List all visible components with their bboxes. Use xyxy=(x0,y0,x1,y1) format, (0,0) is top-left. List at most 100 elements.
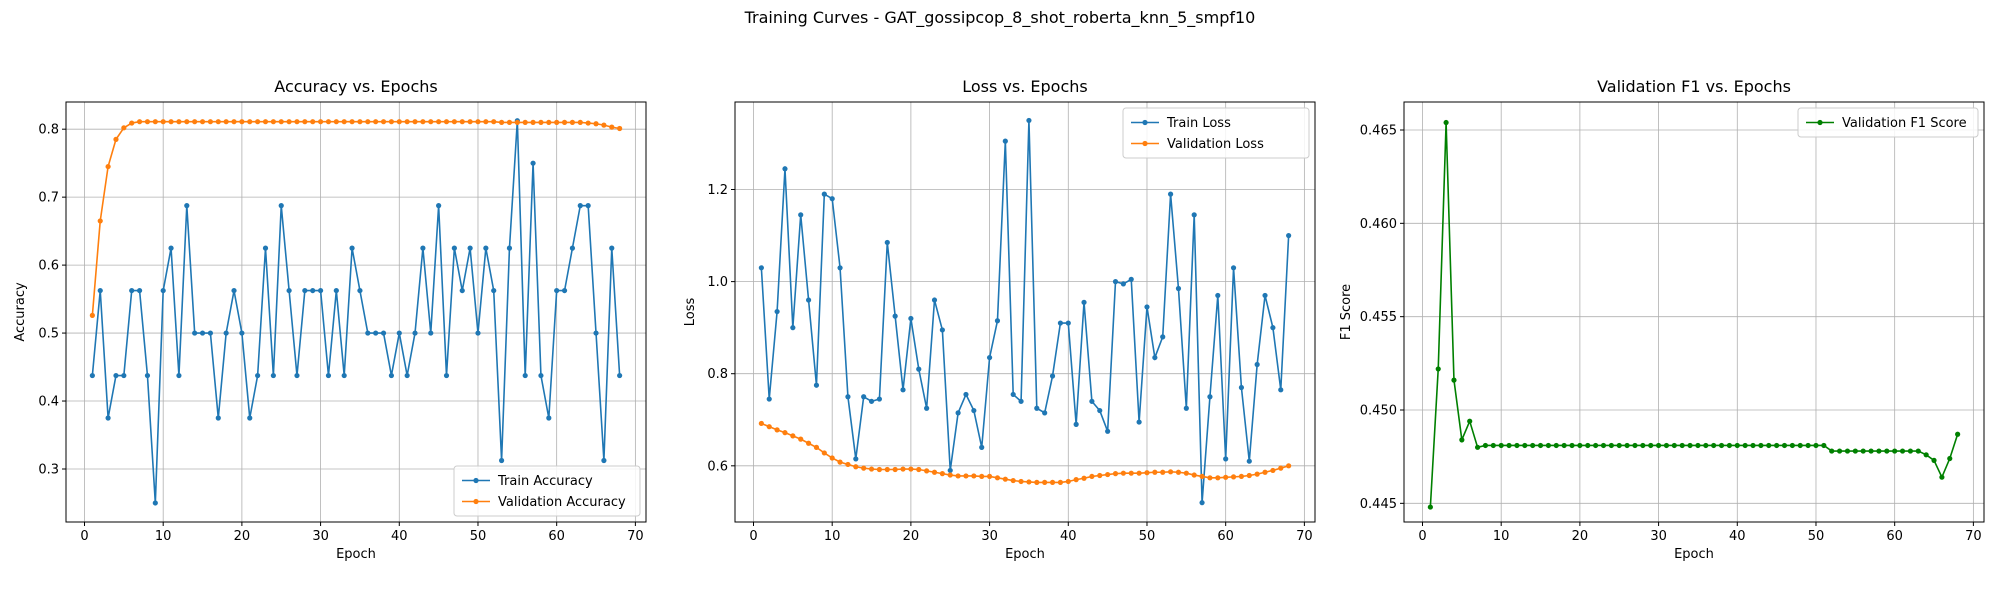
legend-box xyxy=(1797,107,1979,138)
data-point xyxy=(199,119,206,125)
data-point xyxy=(1160,469,1166,475)
y-axis-label: Loss xyxy=(683,298,698,327)
legend-label-validation-loss: Validation Loss xyxy=(1167,137,1264,152)
data-point xyxy=(876,396,883,402)
data-point xyxy=(1262,292,1268,299)
x-tick-label: 30 xyxy=(1650,529,1667,544)
data-point xyxy=(325,119,332,125)
data-point xyxy=(357,287,363,294)
data-point xyxy=(1947,455,1953,462)
data-point xyxy=(412,119,418,125)
data-point xyxy=(89,372,95,379)
series-line-train-loss xyxy=(760,120,1290,503)
chart-1: 0 10 20 30 40 50 60 70 0.3 0.4 0.5 0.6 0.7 0.8 Accurac… xyxy=(13,77,647,562)
data-point xyxy=(593,330,599,336)
data-point xyxy=(506,245,513,251)
x-axis-label: Epoch xyxy=(336,547,376,562)
data-point xyxy=(483,245,489,251)
data-point xyxy=(1167,191,1174,197)
data-point xyxy=(121,125,127,131)
data-point xyxy=(1742,442,1748,449)
data-point xyxy=(467,245,473,251)
data-point xyxy=(113,136,119,142)
data-point xyxy=(1097,472,1103,479)
data-point xyxy=(1671,442,1677,449)
data-point xyxy=(1286,463,1292,469)
data-point xyxy=(593,121,599,127)
data-point xyxy=(1097,407,1103,414)
data-point xyxy=(1703,442,1709,449)
data-point xyxy=(1829,448,1835,454)
x-tick-label: 60 xyxy=(1217,529,1234,544)
data-point xyxy=(1073,477,1079,483)
data-point xyxy=(255,119,261,125)
data-point xyxy=(1018,478,1024,485)
data-point xyxy=(1624,442,1630,449)
data-point xyxy=(1191,212,1197,218)
data-point xyxy=(428,119,434,125)
legend: Validation F1 Score xyxy=(1797,107,1979,138)
data-point xyxy=(436,203,442,209)
data-point xyxy=(947,472,953,478)
data-point xyxy=(168,119,174,125)
data-point xyxy=(239,330,245,336)
data-point xyxy=(861,394,867,400)
data-point xyxy=(1482,442,1489,449)
data-point xyxy=(601,122,607,128)
data-point xyxy=(963,391,969,398)
data-point xyxy=(404,119,410,125)
data-point xyxy=(302,119,308,125)
data-point xyxy=(1238,473,1245,480)
data-point xyxy=(1199,500,1205,506)
axes-frame xyxy=(734,101,1316,523)
data-point xyxy=(837,459,843,465)
data-point xyxy=(1207,475,1213,481)
x-tick-label: 0 xyxy=(80,529,88,544)
y-tick-label: 0.5 xyxy=(38,327,59,342)
x-tick-label: 50 xyxy=(470,529,487,544)
data-point xyxy=(105,415,111,421)
data-point xyxy=(223,330,229,336)
data-point xyxy=(1726,442,1733,449)
x-tick-label: 0 xyxy=(1418,529,1426,544)
data-point xyxy=(1183,405,1189,411)
data-point xyxy=(577,203,583,209)
x-tick-label: 60 xyxy=(1886,529,1903,544)
data-point xyxy=(396,330,402,336)
data-point xyxy=(121,372,127,379)
data-point xyxy=(1522,442,1528,449)
data-point xyxy=(412,330,418,336)
data-point xyxy=(986,354,993,361)
data-point xyxy=(861,465,867,471)
data-point xyxy=(207,330,214,336)
data-point xyxy=(467,119,473,125)
data-point xyxy=(569,119,576,125)
data-point xyxy=(1561,442,1567,449)
data-point xyxy=(1435,366,1441,372)
data-point xyxy=(1427,504,1433,510)
data-point xyxy=(420,245,426,251)
data-point xyxy=(1506,442,1512,449)
x-tick-label: 40 xyxy=(1729,529,1746,544)
data-point xyxy=(207,119,214,125)
data-point xyxy=(1459,437,1465,443)
data-point xyxy=(1632,442,1638,449)
y-tick-label: 0.3 xyxy=(38,462,59,477)
data-point xyxy=(1836,448,1843,454)
data-point xyxy=(1774,442,1780,449)
data-point xyxy=(774,427,780,433)
data-point xyxy=(317,119,324,125)
data-point xyxy=(892,466,898,473)
y-tick-label: 1.0 xyxy=(707,275,728,290)
data-point xyxy=(113,372,119,379)
chart-title: Accuracy vs. Epochs xyxy=(274,77,437,96)
data-point xyxy=(333,119,339,125)
y-tick-label: 0.455 xyxy=(1360,310,1397,325)
data-point xyxy=(184,119,190,125)
series-line-train-accuracy xyxy=(91,120,621,504)
data-point xyxy=(1278,465,1284,471)
data-point xyxy=(325,372,332,379)
data-point xyxy=(1191,472,1197,478)
data-point xyxy=(577,119,583,125)
